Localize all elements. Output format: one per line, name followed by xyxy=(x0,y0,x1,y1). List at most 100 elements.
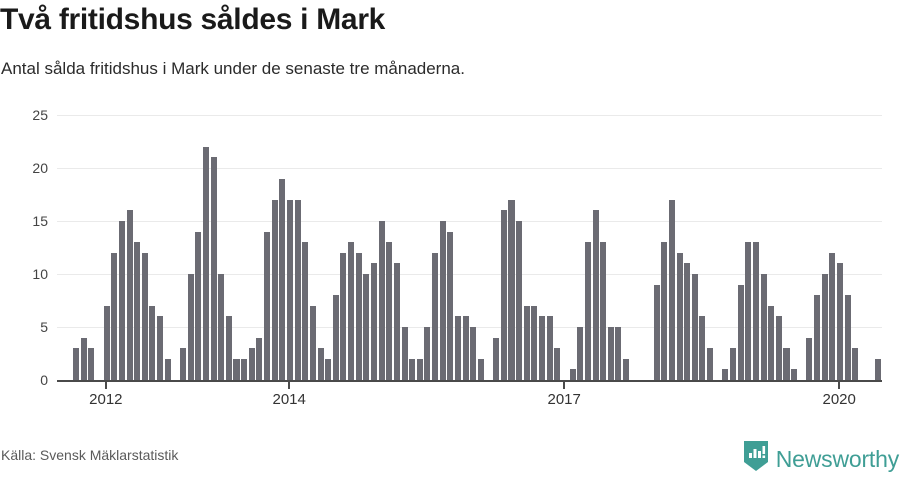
x-axis: 20122014201720202022 xyxy=(0,380,900,420)
bar xyxy=(539,316,546,380)
source-note: Källa: Svensk Mäklarstatistik xyxy=(1,447,179,463)
bar xyxy=(134,242,141,380)
chart-footer: Källa: Svensk Mäklarstatistik Newsworthy xyxy=(0,440,900,474)
bar xyxy=(439,221,446,380)
bar xyxy=(584,242,591,380)
y-axis-tick-label: 20 xyxy=(32,160,48,176)
bar xyxy=(202,146,209,380)
bar xyxy=(363,274,370,380)
bar xyxy=(103,305,110,380)
bar xyxy=(516,221,523,380)
bar xyxy=(264,231,271,380)
bar xyxy=(416,358,423,380)
bar xyxy=(386,242,393,380)
bar xyxy=(164,358,171,380)
bar xyxy=(149,305,156,380)
bar xyxy=(309,305,316,380)
x-axis-tick-mark xyxy=(563,382,566,389)
bar xyxy=(569,369,576,380)
bar xyxy=(340,252,347,380)
bar xyxy=(432,252,439,380)
bar xyxy=(783,348,790,380)
bar xyxy=(424,327,431,380)
bar xyxy=(141,252,148,380)
bar xyxy=(88,348,95,380)
bar xyxy=(752,242,759,380)
bar xyxy=(317,348,324,380)
bar xyxy=(775,316,782,380)
gridline xyxy=(57,274,882,275)
bar xyxy=(546,316,553,380)
bar xyxy=(256,337,263,380)
bar xyxy=(73,348,80,380)
bar xyxy=(829,252,836,380)
bar xyxy=(286,199,293,380)
bar xyxy=(80,337,87,380)
chart-subtitle: Antal sålda fritidshus i Mark under de s… xyxy=(1,59,465,78)
x-axis-tick-label: 2017 xyxy=(547,391,581,408)
y-axis-tick-label: 5 xyxy=(40,319,48,335)
gridline xyxy=(57,221,882,222)
bar xyxy=(844,295,851,380)
bar xyxy=(676,252,683,380)
gridline xyxy=(57,327,882,328)
bar xyxy=(118,221,125,380)
axis-baseline xyxy=(57,380,882,382)
bar xyxy=(225,316,232,380)
x-axis-tick-label: 2020 xyxy=(822,391,856,408)
bar xyxy=(111,252,118,380)
bar xyxy=(653,284,660,380)
bar xyxy=(730,348,737,380)
bar xyxy=(409,358,416,380)
bar-chart-pin-icon xyxy=(743,440,769,477)
bar xyxy=(592,210,599,380)
bar xyxy=(401,327,408,380)
bar xyxy=(836,263,843,380)
x-axis-tick-label: 2014 xyxy=(272,391,306,408)
bar xyxy=(325,358,332,380)
bar xyxy=(477,358,484,380)
x-axis-tick-label: 2012 xyxy=(89,391,123,408)
bar xyxy=(814,295,821,380)
bar xyxy=(279,178,286,380)
bar xyxy=(271,199,278,380)
gridline xyxy=(57,115,882,116)
bar xyxy=(737,284,744,380)
bar xyxy=(722,369,729,380)
bar xyxy=(806,337,813,380)
bar xyxy=(210,157,217,380)
bar xyxy=(791,369,798,380)
bar xyxy=(508,199,515,380)
bar xyxy=(294,199,301,380)
bars-group xyxy=(0,100,900,400)
bar xyxy=(699,316,706,380)
x-axis-tick-mark xyxy=(104,382,107,389)
bar xyxy=(470,327,477,380)
bar xyxy=(615,327,622,380)
newsworthy-logo: Newsworthy xyxy=(743,440,899,477)
bar xyxy=(661,242,668,380)
y-axis-tick-label: 15 xyxy=(32,213,48,229)
bar xyxy=(760,274,767,380)
bar xyxy=(447,231,454,380)
brand-name: Newsworthy xyxy=(775,445,899,472)
bar xyxy=(623,358,630,380)
bar xyxy=(523,305,530,380)
bar xyxy=(157,316,164,380)
bar xyxy=(233,358,240,380)
bar xyxy=(455,316,462,380)
bar xyxy=(684,263,691,380)
y-axis-tick-label: 25 xyxy=(32,107,48,123)
bar xyxy=(241,358,248,380)
bar xyxy=(554,348,561,380)
bar xyxy=(577,327,584,380)
bar xyxy=(348,242,355,380)
page-title: Två fritidshus såldes i Mark xyxy=(0,3,386,36)
bar xyxy=(180,348,187,380)
bar xyxy=(531,305,538,380)
bar xyxy=(821,274,828,380)
y-axis-tick-label: 10 xyxy=(32,266,48,282)
bar xyxy=(691,274,698,380)
bar xyxy=(370,263,378,380)
